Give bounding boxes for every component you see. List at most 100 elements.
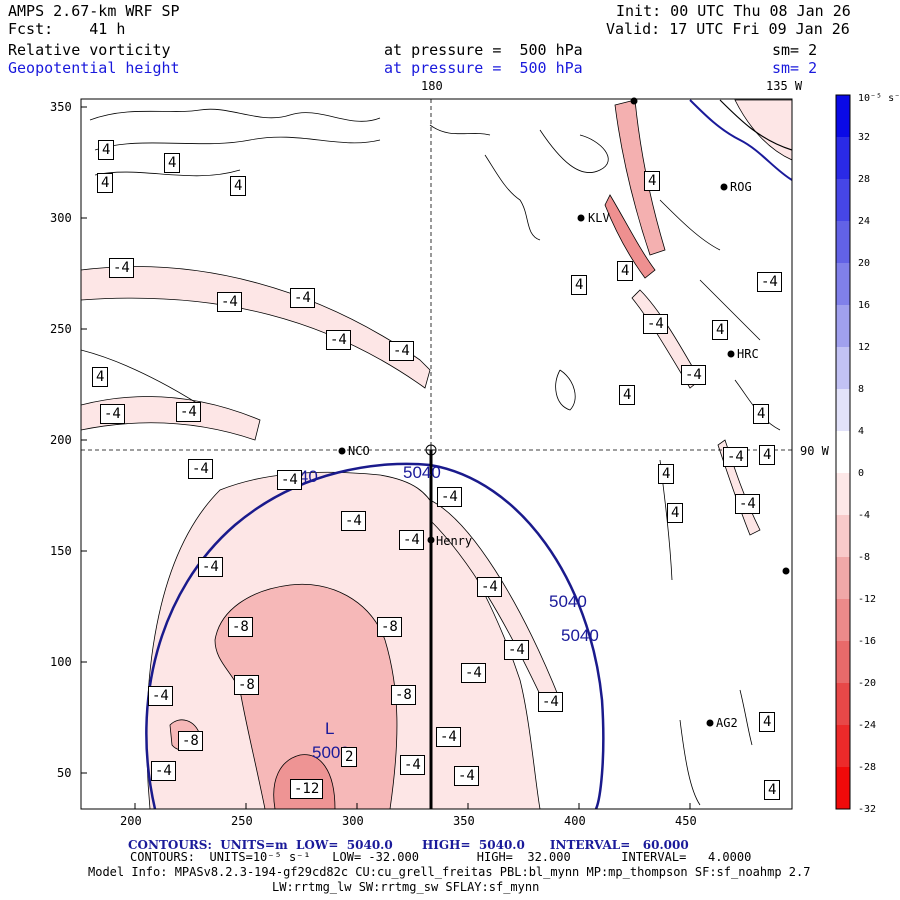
vorticity-label: -4 [461, 663, 486, 683]
y-tick-300: 300 [50, 211, 72, 225]
colorbar-units: 10⁻⁵ s⁻¹ [858, 93, 900, 104]
x-tick-400: 400 [564, 814, 586, 828]
y-tick-100: 100 [50, 655, 72, 669]
vorticity-streak-1 [614, 99, 666, 256]
colorbar-tick-label: -8 [858, 552, 871, 563]
colorbar-swatch [836, 137, 850, 180]
geopotential-5040-contour [145, 462, 605, 809]
valid-time: Valid: 17 UTC Fri 09 Jan 26 [606, 20, 850, 38]
colorbar-swatch [836, 431, 850, 474]
pole-marker [425, 444, 437, 456]
vorticity-label: -4 [399, 530, 424, 550]
vorticity-label: -4 [217, 292, 242, 312]
forecast-hour: Fcst: 41 h [8, 20, 126, 38]
y-tick-350: 350 [50, 100, 72, 114]
vorticity-label: -4 [643, 314, 668, 334]
colorbar-tick-label: 32 [858, 132, 871, 143]
colorbar-swatch [836, 221, 850, 264]
colorbar-swatch [836, 641, 850, 684]
vorticity-label: 4 [667, 503, 684, 523]
x-tick-300: 300 [342, 814, 364, 828]
field2-smoothing: sm= 2 [772, 59, 818, 77]
vorticity-label: -8 [391, 685, 416, 705]
plot-frame [80, 98, 793, 810]
field1-smoothing: sm= 2 [772, 41, 818, 59]
vorticity-band-arc2 [81, 396, 261, 441]
axis-ticks [81, 106, 691, 809]
colorbar-tick-label: 28 [858, 174, 871, 185]
y-tick-250: 250 [50, 322, 72, 336]
vorticity-label: -4 [400, 755, 425, 775]
vorticity-label: -4 [326, 330, 351, 350]
vorticity-label: -4 [723, 447, 748, 467]
lon-label-90w: 90 W [800, 444, 829, 458]
vorticity-label: 4 [658, 464, 675, 484]
x-tick-200: 200 [120, 814, 142, 828]
colorbar-tick-label: 16 [858, 300, 871, 311]
colorbar-swatch [836, 473, 850, 516]
colorbar-swatch [836, 179, 850, 222]
colorbar-tick-label: 8 [858, 384, 865, 395]
vorticity-label: -4 [437, 487, 462, 507]
vorticity-label: -4 [538, 692, 563, 712]
colorbar-swatch [836, 725, 850, 768]
init-time: Init: 00 UTC Thu 08 Jan 26 [616, 2, 851, 20]
vorticity-label: 4 [98, 140, 115, 160]
coastline [689, 99, 792, 181]
lon-label-135w: 135 W [766, 79, 803, 93]
colorbar-swatch [836, 347, 850, 390]
field2-name: Geopotential height [8, 59, 180, 77]
vorticity-label: -8 [377, 617, 402, 637]
station-dot-henry [427, 536, 435, 544]
vorticity-label: 4 [712, 320, 729, 340]
vorticity-label: -4 [148, 686, 173, 706]
colorbar-tick-label: 12 [858, 342, 871, 353]
vorticity-label: -4 [290, 288, 315, 308]
footer-model-info: Model Info: MPASv8.2.3-194-gf29cd82c CU:… [88, 865, 811, 879]
colorbar-tick-label: -24 [858, 720, 877, 731]
vorticity-label: 4 [764, 780, 781, 800]
station-dot-klv [577, 214, 585, 222]
vorticity-label: 4 [644, 171, 661, 191]
field1-name: Relative vorticity [8, 41, 171, 59]
coastline-2 [719, 99, 792, 151]
height-label-2: 5040 [403, 463, 441, 482]
vorticity-label: -12 [290, 779, 324, 799]
low-value: 5009 [312, 743, 350, 762]
colorbar-swatch [836, 599, 850, 642]
vorticity-label: -4 [477, 577, 502, 597]
field1-pressure: at pressure = 500 hPa [384, 41, 583, 59]
station-label-henry: Henry [436, 534, 473, 548]
vorticity-label: 4 [617, 261, 634, 281]
vorticity-label: -4 [454, 766, 479, 786]
y-tick-150: 150 [50, 544, 72, 558]
vorticity-label: -4 [176, 402, 201, 422]
vorticity-label: -4 [735, 494, 760, 514]
vorticity-label: 4 [571, 275, 588, 295]
vorticity-label: 2 [341, 747, 358, 767]
model-title: AMPS 2.67-km WRF SP [8, 2, 180, 20]
colorbar-tick-label: -32 [858, 804, 877, 815]
plot-area [81, 99, 792, 809]
colorbar-swatch [836, 263, 850, 306]
colorbar-swatch [836, 515, 850, 558]
station-dot-rog [720, 183, 728, 191]
station-dot-nco [338, 447, 346, 455]
colorbar-swatch [836, 95, 850, 138]
station-label-hrc: HRC [737, 347, 759, 361]
footer-contours-height: CONTOURS: UNITS=m LOW= 5040.0 HIGH= 5040… [128, 838, 689, 852]
height-label-4: 5040 [561, 626, 599, 645]
vorticity-label: 4 [619, 385, 636, 405]
colorbar-tick-label: 4 [858, 426, 865, 437]
x-tick-350: 350 [453, 814, 475, 828]
colorbar-tick-label: -20 [858, 678, 877, 689]
vorticity-label: 4 [759, 712, 776, 732]
low-marker: L [325, 719, 335, 738]
colorbar [836, 95, 850, 810]
vorticity-label: -8 [228, 617, 253, 637]
station-dots [338, 97, 790, 727]
colorbar-frame [835, 94, 851, 810]
vorticity-label: 4 [230, 176, 247, 196]
vorticity-label: -4 [504, 640, 529, 660]
station-dot-east [782, 567, 790, 575]
